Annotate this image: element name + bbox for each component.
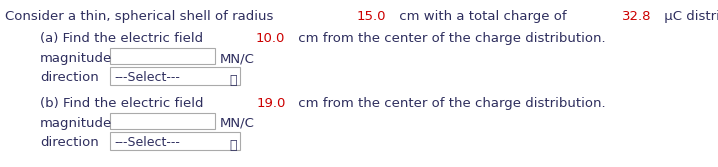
Text: μC distributed uniformly on its surface.: μC distributed uniformly on its surface.	[660, 10, 718, 23]
Text: 19.0: 19.0	[256, 97, 286, 110]
Text: direction: direction	[40, 71, 99, 84]
Text: 32.8: 32.8	[622, 10, 651, 23]
Bar	[110, 67, 240, 85]
Text: ---Select---: ---Select---	[114, 136, 180, 149]
Text: ---Select---: ---Select---	[114, 71, 180, 84]
Text: (a) Find the electric field: (a) Find the electric field	[40, 32, 208, 45]
Text: ⌵: ⌵	[229, 139, 236, 152]
Text: (b) Find the electric field: (b) Find the electric field	[40, 97, 208, 110]
Text: direction: direction	[40, 136, 99, 149]
Text: cm from the center of the charge distribution.: cm from the center of the charge distrib…	[294, 32, 605, 45]
Text: cm with a total charge of: cm with a total charge of	[395, 10, 571, 23]
Bar	[110, 48, 215, 64]
Text: ⌵: ⌵	[229, 74, 236, 87]
Text: Consider a thin, spherical shell of radius: Consider a thin, spherical shell of radi…	[5, 10, 278, 23]
Text: magnitude: magnitude	[40, 117, 112, 130]
Text: 10.0: 10.0	[256, 32, 285, 45]
Bar	[110, 132, 240, 150]
Bar	[110, 113, 215, 129]
Text: magnitude: magnitude	[40, 52, 112, 65]
Text: MN/C: MN/C	[220, 117, 255, 130]
Text: 15.0: 15.0	[357, 10, 386, 23]
Text: MN/C: MN/C	[220, 52, 255, 65]
Text: cm from the center of the charge distribution.: cm from the center of the charge distrib…	[294, 97, 606, 110]
